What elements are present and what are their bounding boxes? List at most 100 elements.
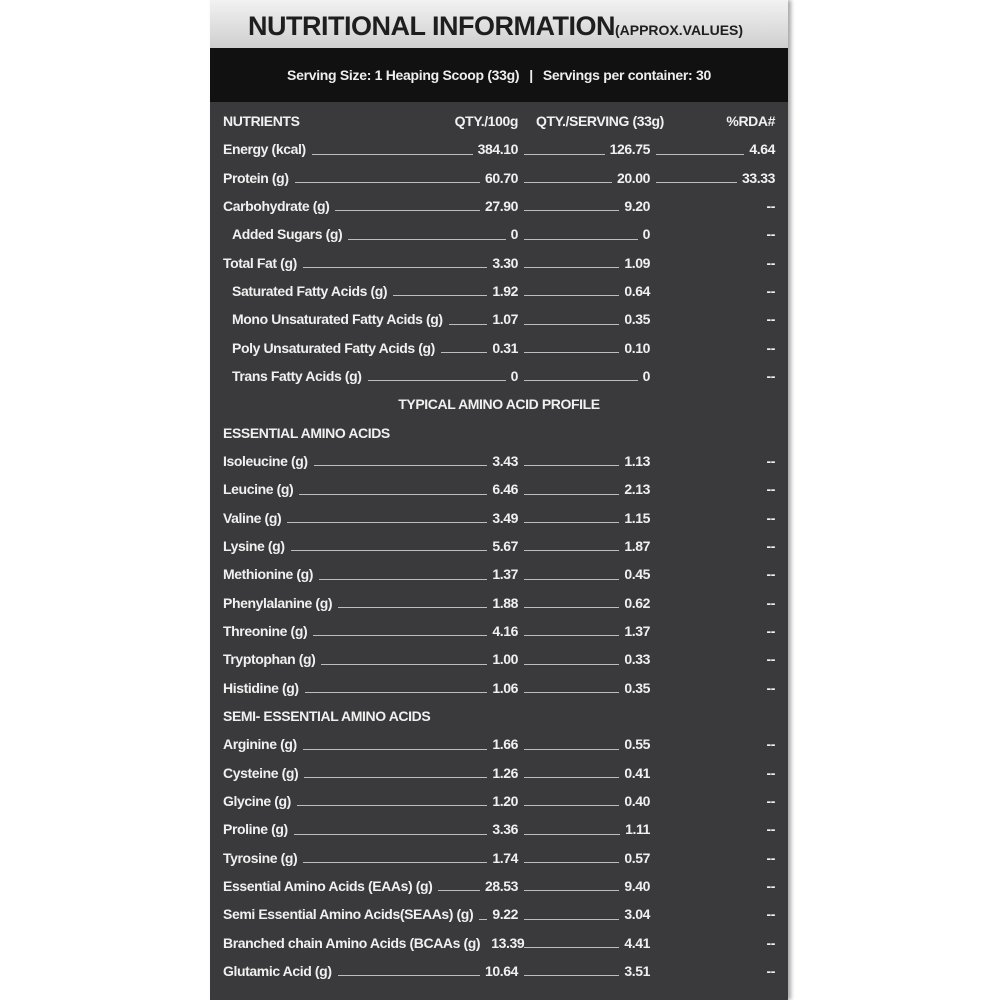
col-group: -- (650, 674, 775, 702)
col-group: 1.09 (518, 249, 650, 277)
col-group: -- (650, 957, 775, 985)
col-group: 0.64 (518, 277, 650, 305)
per-serving: 1.15 (624, 509, 650, 526)
col-group: %RDA# (680, 107, 775, 135)
nutrient-row: Methionine (g) 1.37 0.45 -- (210, 560, 788, 588)
rda: -- (766, 877, 775, 894)
leader (524, 323, 620, 325)
column-header: NUTRIENTS QTY./100g QTY./SERVING (33g) %RDA… (210, 107, 788, 135)
col-group: -- (650, 334, 775, 362)
per-serving: 0.35 (624, 679, 650, 696)
col-group: Valine (g) 3.49 (223, 504, 518, 532)
per-serving: 1.09 (624, 254, 650, 271)
leader (294, 182, 480, 184)
leader (299, 493, 488, 495)
col-group: 1.13 (518, 447, 650, 475)
col-group: 0.35 (518, 305, 650, 333)
col-group: 9.20 (518, 192, 650, 220)
nutrient-row: Essential Amino Acids (EAAs) (g) 28.53 9.4… (210, 872, 788, 900)
per-100g: 3.43 (492, 452, 518, 469)
group-heading: SEMI- ESSENTIAL AMINO ACIDS (223, 707, 431, 724)
per-serving: 0.55 (624, 736, 650, 753)
nutrient-name: Proline (g) (223, 821, 288, 838)
nutrient-row: Proline (g) 3.36 1.11 -- (210, 815, 788, 843)
nutrient-row: Cysteine (g) 1.26 0.41 -- (210, 759, 788, 787)
rda: -- (766, 849, 775, 866)
col-group: -- (650, 560, 775, 588)
leader (656, 182, 737, 184)
col-group: Trans Fatty Acids (g) 0 (232, 362, 518, 390)
leader (338, 607, 488, 609)
per-serving: 0.45 (624, 566, 650, 583)
leader (524, 352, 620, 354)
col-group: 0 (518, 362, 650, 390)
per-100g: 3.36 (492, 821, 518, 838)
col-group: QTY./SERVING (33g) (536, 107, 666, 135)
nutrient-row: Tryptophan (g) 1.00 0.33 -- (210, 645, 788, 673)
leader (524, 947, 620, 949)
nutrient-name: Threonine (g) (223, 622, 308, 639)
rda: -- (766, 339, 775, 356)
per-serving: 1.13 (624, 452, 650, 469)
col-group: 0.62 (518, 589, 650, 617)
servings-per-container: Servings per container: 30 (542, 67, 711, 83)
leader (524, 635, 620, 637)
leader (524, 465, 620, 467)
leader (524, 238, 638, 240)
col-group: Tyrosine (g) 1.74 (223, 844, 518, 872)
serving-bar: Serving Size: 1 Heaping Scoop (33g) | Se… (210, 48, 788, 102)
leader (304, 692, 488, 694)
col-group: 33.33 (650, 164, 775, 192)
col-group: 0.40 (518, 787, 650, 815)
col-group: -- (650, 220, 775, 248)
leader (656, 153, 745, 155)
col-group: -- (650, 815, 775, 843)
leader (311, 153, 473, 155)
per-100g: 3.30 (492, 254, 518, 271)
per-100g: 1.37 (492, 566, 518, 583)
leader (313, 465, 488, 467)
per-serving: 20.00 (616, 169, 650, 186)
leader (296, 805, 488, 807)
per-100g: 1.66 (492, 736, 518, 753)
col-group: NUTRIENTS QTY./100g (223, 107, 518, 135)
col-group: 4.41 (518, 929, 650, 957)
col-group: -- (650, 305, 775, 333)
leader (440, 352, 488, 354)
nutrient-name: Valine (g) (223, 509, 282, 526)
leader (348, 238, 506, 240)
serving-size: Serving Size: 1 Heaping Scoop (33g) (287, 67, 520, 83)
leader (438, 890, 480, 892)
leader (319, 578, 488, 580)
leader (524, 777, 620, 779)
per-serving: 0.41 (624, 764, 650, 781)
col-group: Total Fat (g) 3.30 (223, 249, 518, 277)
per-100g: 6.46 (492, 481, 518, 498)
nutrient-name: Cysteine (g) (223, 764, 299, 781)
nutrient-name: Tryptophan (g) (223, 651, 316, 668)
per-100g: 13.39 (491, 934, 525, 951)
leader (479, 918, 488, 920)
leader (302, 267, 488, 269)
leader (293, 833, 488, 835)
rda: -- (766, 481, 775, 498)
col-group: 0.33 (518, 645, 650, 673)
col-group: 0.35 (518, 674, 650, 702)
col-group: 3.51 (518, 957, 650, 985)
rda: -- (766, 821, 775, 838)
nutrient-row: Glutamic Acid (g) 10.64 3.51 -- (210, 957, 788, 985)
leader (524, 267, 620, 269)
per-serving: 4.41 (624, 934, 650, 951)
col-group: Branched chain Amino Acids (BCAAs (g) 13.… (223, 929, 525, 957)
per-100g: 10.64 (484, 962, 518, 979)
col-group: Carbohydrate (g) 27.90 (223, 192, 518, 220)
title: NUTRITIONAL INFORMATION (248, 11, 615, 41)
nutrient-row: Tyrosine (g) 1.74 0.57 -- (210, 844, 788, 872)
nutrient-name: Energy (kcal) (223, 141, 306, 158)
per-100g: 1.92 (492, 282, 518, 299)
nutrient-row: Mono Unsaturated Fatty Acids (g) 1.07 0.35… (210, 305, 788, 333)
per-serving: 1.37 (624, 622, 650, 639)
per-100g: 1.20 (492, 792, 518, 809)
col-group: 9.40 (518, 872, 650, 900)
rda: -- (766, 367, 775, 384)
